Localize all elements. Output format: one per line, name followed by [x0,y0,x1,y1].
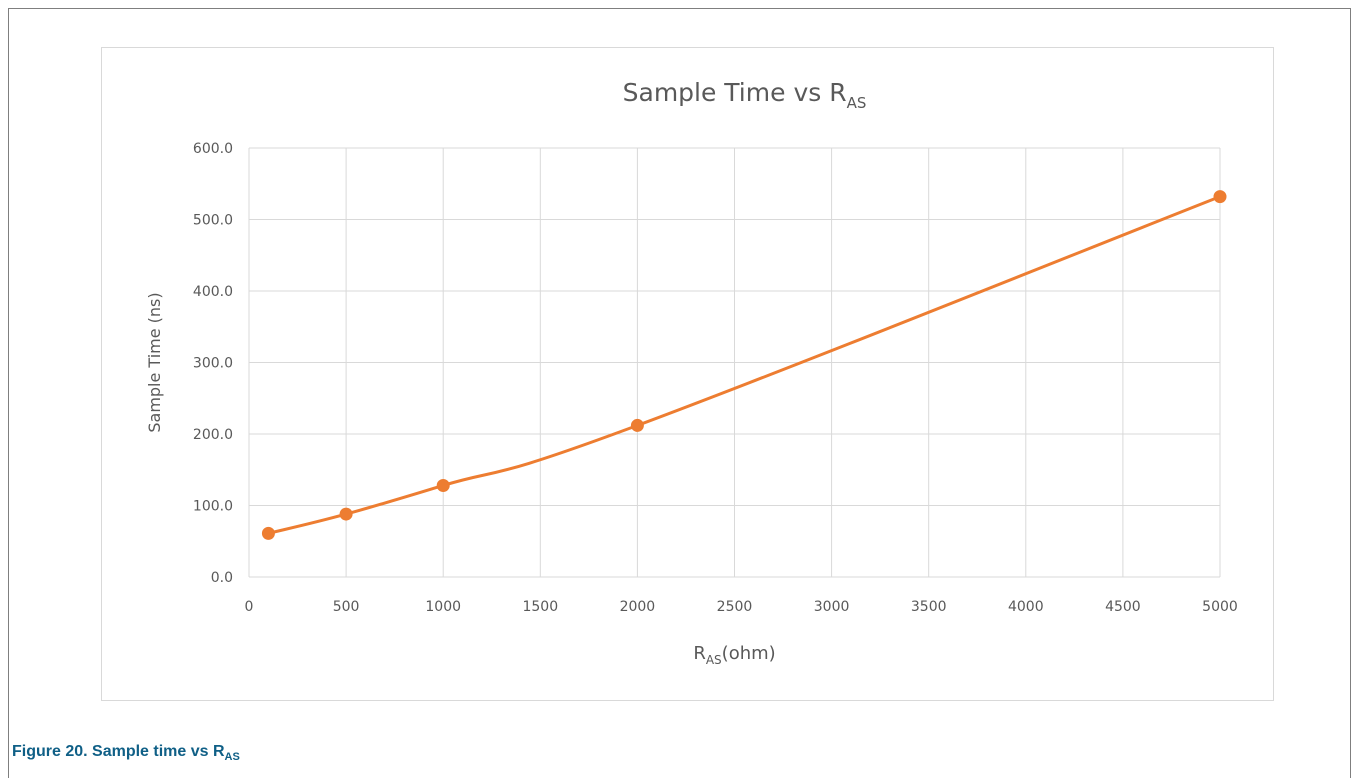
x-tick-label: 1500 [522,599,558,615]
x-axis-label-unit: (ohm) [722,643,776,664]
data-point [436,478,450,492]
y-tick-label: 300.0 [193,356,233,372]
caption-text: Figure 20. Sample time vs R [12,743,225,760]
data-point [261,526,275,540]
x-tick-label: 4000 [1008,599,1044,615]
chart-title: Sample Time vs RAS [623,78,867,112]
y-tick-label: 100.0 [193,499,233,515]
x-tick-label: 3000 [814,599,850,615]
x-tick-label: 2000 [620,599,656,615]
figure-frame: 0.0 100.0 200.0 300.0 400.0 500.0 600.0 0 500 100… [8,8,1351,778]
sample-time-chart: 0.0 100.0 200.0 300.0 400.0 500.0 600.0 0 500 100… [145,78,1238,667]
y-axis-label: Sample Time (ns) [145,292,164,432]
x-tick-label: 500 [333,599,360,615]
data-point [339,507,353,521]
figure-caption: Figure 20. Sample time vs RAS [12,743,240,763]
data-point [1213,190,1227,204]
y-tick-label: 600.0 [193,141,233,157]
x-tick-label: 1000 [425,599,461,615]
x-tick-label: 2500 [717,599,753,615]
y-tick-label: 200.0 [193,427,233,443]
y-tick-label: 500.0 [193,213,233,229]
y-tick-label: 400.0 [193,284,233,300]
x-tick-label: 3500 [911,599,947,615]
x-tick-label: 4500 [1105,599,1141,615]
x-axis-label-subscript: AS [706,653,722,667]
x-axis-label: RAS(ohm) [693,643,775,667]
data-point [630,418,644,432]
y-tick-label: 0.0 [211,570,233,586]
x-tick-label: 5000 [1202,599,1238,615]
chart-title-subscript: AS [847,94,867,112]
caption-subscript: AS [224,751,240,763]
x-tick-label: 0 [245,599,254,615]
chart-area: 0.0 100.0 200.0 300.0 400.0 500.0 600.0 0 500 100… [101,47,1274,701]
series-line [266,195,1222,535]
